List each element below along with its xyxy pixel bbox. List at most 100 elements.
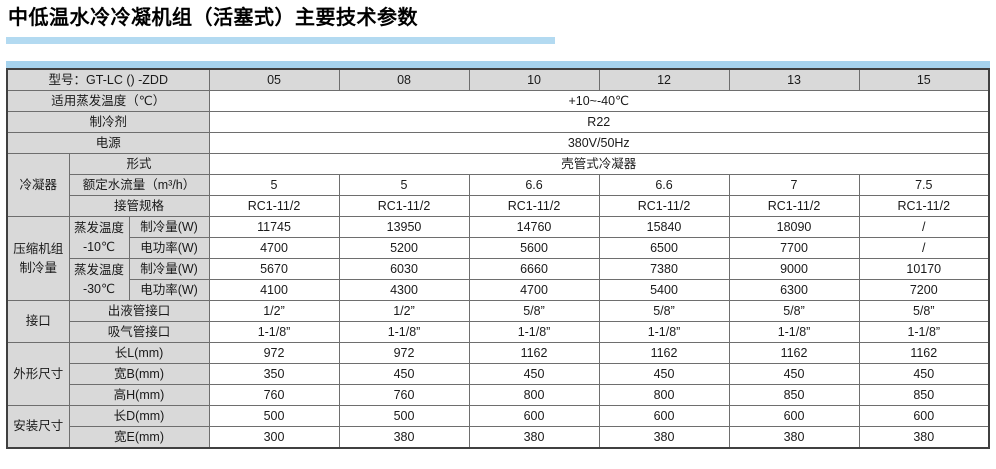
table-cell: 14760 — [468, 216, 600, 238]
table-cell: 450 — [468, 363, 600, 385]
group-label-ports: 接口 — [6, 300, 70, 343]
dimension-height-row: 高H(mm) 760 760 800 800 850 850 — [7, 384, 990, 406]
table-cell: 380 — [468, 426, 600, 449]
table-cell: 1-1/8” — [338, 321, 470, 343]
row-label-pipe-spec: 接管规格 — [68, 195, 210, 217]
table-cell: 450 — [858, 363, 990, 385]
row-label-water-flow: 额定水流量（m³/h） — [68, 174, 210, 196]
row-label-length: 长L(mm) — [68, 342, 210, 364]
table-cell: RC1-11/2 — [338, 195, 470, 217]
table-cell: 500 — [208, 405, 340, 427]
table-cell: 6300 — [728, 279, 860, 301]
row-label-install-width: 宽E(mm) — [68, 426, 210, 449]
model-label: 型号：GT-LC () -ZDD — [6, 68, 210, 91]
table-cell: 6030 — [338, 258, 470, 280]
table-cell: 7.5 — [858, 174, 990, 196]
table-cell: 4300 — [338, 279, 470, 301]
table-cell: / — [858, 216, 990, 238]
table-cell: 380 — [728, 426, 860, 449]
table-cell: 4700 — [468, 279, 600, 301]
install-length-row: 安装尺寸 长D(mm) 500 500 600 600 600 600 — [6, 405, 990, 449]
table-cell: 380V/50Hz — [208, 132, 990, 154]
table-cell: 300 — [208, 426, 340, 449]
page-title: 中低温水冷冷凝机组（活塞式）主要技术参数 — [8, 7, 418, 29]
table-cell: 18090 — [728, 216, 860, 238]
table-cell: 10170 — [858, 258, 990, 280]
table-cell: 850 — [858, 384, 990, 406]
table-cell: 380 — [338, 426, 470, 449]
table-cell: 6500 — [598, 237, 730, 259]
table-cell: 1-1/8” — [208, 321, 340, 343]
table-cell: 1/2” — [208, 300, 340, 322]
row-label-height: 高H(mm) — [68, 384, 210, 406]
table-cell: 5 — [208, 174, 340, 196]
table-cell: 500 — [338, 405, 470, 427]
power-minus30-row: 电功率(W) 4100 4300 4700 5400 6300 7200 — [7, 279, 990, 301]
table-cell: 380 — [858, 426, 990, 449]
cooling-capacity-minus10-row: 压缩机组 制冷量 蒸发温度 -10℃ 制冷量(W) 11745 13950 1476… — [6, 216, 990, 301]
table-cell: 5/8” — [728, 300, 860, 322]
table-cell: 1-1/8” — [598, 321, 730, 343]
table-cell: 壳管式冷凝器 — [208, 153, 990, 175]
refrigerant-row: 制冷剂 R22 — [6, 111, 990, 133]
table-cell: 760 — [208, 384, 340, 406]
table-cell: 11745 — [208, 216, 340, 238]
table-cell: 9000 — [728, 258, 860, 280]
group-label-condenser: 冷凝器 — [6, 153, 70, 217]
power-minus10-row: 电功率(W) 4700 5200 5600 6500 7700/ — [7, 237, 990, 259]
table-cell: 1-1/8” — [468, 321, 600, 343]
table-cell: 600 — [468, 405, 600, 427]
table-cell: 350 — [208, 363, 340, 385]
table-cell: 800 — [468, 384, 600, 406]
table-cell: 760 — [338, 384, 470, 406]
table-cell: 5/8” — [468, 300, 600, 322]
table-cell: 4100 — [208, 279, 340, 301]
row-label-power-supply: 电源 — [6, 132, 210, 154]
row-label-suction-port: 吸气管接口 — [68, 321, 210, 343]
row-label-cooling-minus30: 制冷量(W) — [128, 258, 210, 280]
table-cell: 1162 — [598, 342, 730, 364]
title-underline-bar — [6, 37, 555, 44]
table-cell: 6.6 — [468, 174, 600, 196]
table-cell: R22 — [208, 111, 990, 133]
dimension-width-row: 宽B(mm) 350 450 450 450 450 450 — [7, 363, 990, 385]
row-label-power-minus10: 电功率(W) — [128, 237, 210, 259]
table-cell: 450 — [728, 363, 860, 385]
table-cell: 13950 — [338, 216, 470, 238]
table-cell: 600 — [858, 405, 990, 427]
table-cell: RC1-11/2 — [468, 195, 600, 217]
table-cell: 5600 — [468, 237, 600, 259]
table-cell: 1-1/8” — [728, 321, 860, 343]
table-cell: 12 — [598, 68, 730, 91]
cooling-capacity-minus30-row: 蒸发温度 -30℃ 制冷量(W) 5670 6030 6660 7380 9000 101… — [7, 258, 990, 301]
table-cell: RC1-11/2 — [598, 195, 730, 217]
table-cell: RC1-11/2 — [858, 195, 990, 217]
table-cell: 972 — [208, 342, 340, 364]
power-supply-row: 电源 380V/50Hz — [6, 132, 990, 154]
row-label-power-minus30: 电功率(W) — [128, 279, 210, 301]
condenser-form-row: 冷凝器 形式 壳管式冷凝器 — [6, 153, 990, 217]
table-cell: 5/8” — [598, 300, 730, 322]
table-cell: 7700 — [728, 237, 860, 259]
table-cell: 1162 — [858, 342, 990, 364]
table-cell: 1162 — [728, 342, 860, 364]
model-header-row: 型号：GT-LC () -ZDD 05 08 10 12 13 15 — [6, 68, 990, 91]
table-cell: 1/2” — [338, 300, 470, 322]
table-cell: 6.6 — [598, 174, 730, 196]
table-cell: 5/8” — [858, 300, 990, 322]
row-label-cooling-minus10: 制冷量(W) — [128, 216, 210, 238]
table-cell: 10 — [468, 68, 600, 91]
table-cell: 15840 — [598, 216, 730, 238]
spec-table: 型号：GT-LC () -ZDD 05 08 10 12 13 15 适用蒸发温度（℃） … — [6, 68, 991, 449]
condenser-pipe-spec-row: 接管规格 RC1-11/2 RC1-11/2 RC1-11/2 RC1-11/2 RC1… — [7, 195, 990, 217]
row-label-refrigerant: 制冷剂 — [6, 111, 210, 133]
group-label-installation: 安装尺寸 — [6, 405, 70, 449]
row-label-width: 宽B(mm) — [68, 363, 210, 385]
table-cell: 4700 — [208, 237, 340, 259]
table-cell: 6660 — [468, 258, 600, 280]
table-cell: 972 — [338, 342, 470, 364]
table-cell: 7 — [728, 174, 860, 196]
table-cell: RC1-11/2 — [728, 195, 860, 217]
condenser-water-flow-row: 额定水流量（m³/h） 5 5 6.6 6.6 7 7.5 — [7, 174, 990, 196]
page: 中低温水冷冷凝机组（活塞式）主要技术参数 型号：GT-LC () -ZDD 05… — [6, 7, 991, 449]
